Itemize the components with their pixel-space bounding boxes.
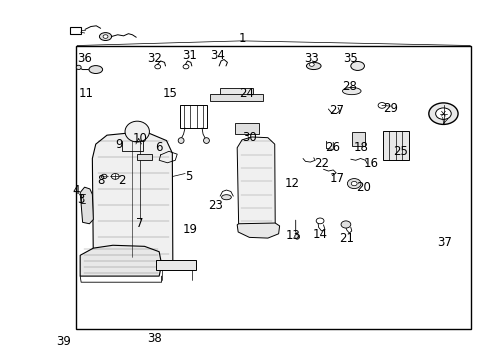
Text: 15: 15 — [163, 87, 178, 100]
Bar — [180, 105, 206, 128]
Polygon shape — [92, 134, 172, 261]
Circle shape — [350, 181, 356, 186]
Circle shape — [155, 64, 160, 69]
Text: 26: 26 — [324, 141, 339, 154]
Circle shape — [428, 103, 457, 125]
Bar — [76, 45, 470, 329]
Text: 21: 21 — [339, 231, 354, 244]
Text: 7: 7 — [136, 216, 143, 230]
Text: 12: 12 — [284, 177, 299, 190]
Text: 1: 1 — [238, 32, 245, 45]
Text: 35: 35 — [343, 51, 357, 64]
Ellipse shape — [103, 35, 108, 39]
Text: 36: 36 — [77, 51, 92, 64]
Text: 37: 37 — [436, 236, 451, 249]
Polygon shape — [80, 245, 161, 276]
Text: 34: 34 — [210, 49, 224, 62]
Text: 30: 30 — [242, 131, 256, 144]
Text: 16: 16 — [363, 157, 378, 170]
Circle shape — [377, 103, 385, 108]
Bar — [70, 27, 81, 34]
Text: 6: 6 — [155, 141, 163, 154]
Text: 32: 32 — [146, 51, 162, 64]
Ellipse shape — [203, 138, 209, 143]
Circle shape — [340, 221, 350, 228]
Ellipse shape — [350, 62, 364, 71]
Ellipse shape — [99, 33, 111, 41]
Text: 28: 28 — [341, 80, 356, 93]
Text: 38: 38 — [146, 332, 162, 345]
Text: 20: 20 — [356, 181, 371, 194]
Ellipse shape — [306, 62, 321, 69]
Text: 9: 9 — [115, 138, 122, 150]
Text: 22: 22 — [313, 157, 328, 170]
Text: 17: 17 — [329, 172, 344, 185]
Text: 2: 2 — [118, 174, 125, 186]
Ellipse shape — [221, 195, 231, 200]
Text: 8: 8 — [97, 174, 104, 186]
Text: 3: 3 — [77, 193, 84, 206]
Bar — [220, 88, 253, 95]
Text: 19: 19 — [182, 223, 197, 236]
Circle shape — [111, 174, 119, 179]
Text: 27: 27 — [328, 104, 343, 117]
Circle shape — [346, 179, 360, 189]
Text: 11: 11 — [79, 87, 93, 100]
Text: 18: 18 — [353, 141, 368, 154]
Ellipse shape — [342, 87, 360, 95]
Ellipse shape — [76, 65, 81, 69]
Bar — [383, 131, 408, 160]
Circle shape — [435, 108, 450, 120]
Bar — [351, 132, 365, 146]
Text: 10: 10 — [132, 132, 147, 145]
Text: 33: 33 — [304, 51, 319, 64]
Text: 24: 24 — [239, 87, 254, 100]
Text: 39: 39 — [57, 335, 71, 348]
Polygon shape — [237, 223, 279, 238]
Circle shape — [101, 174, 107, 179]
Text: 4: 4 — [72, 184, 80, 197]
Text: 5: 5 — [184, 170, 192, 183]
Text: 23: 23 — [207, 199, 222, 212]
Text: 14: 14 — [312, 228, 327, 241]
Circle shape — [183, 64, 188, 69]
Bar — [137, 154, 152, 160]
Polygon shape — [80, 187, 93, 224]
Text: 13: 13 — [285, 229, 300, 242]
Ellipse shape — [89, 66, 102, 73]
Bar — [210, 94, 263, 101]
Bar — [156, 260, 195, 270]
Ellipse shape — [125, 121, 149, 142]
Ellipse shape — [178, 138, 183, 143]
Text: 29: 29 — [383, 103, 397, 116]
Bar — [234, 123, 259, 134]
Circle shape — [316, 218, 324, 224]
Circle shape — [309, 63, 314, 66]
Ellipse shape — [294, 234, 299, 239]
Polygon shape — [237, 137, 275, 225]
Text: 31: 31 — [182, 49, 197, 62]
Text: 25: 25 — [392, 145, 407, 158]
